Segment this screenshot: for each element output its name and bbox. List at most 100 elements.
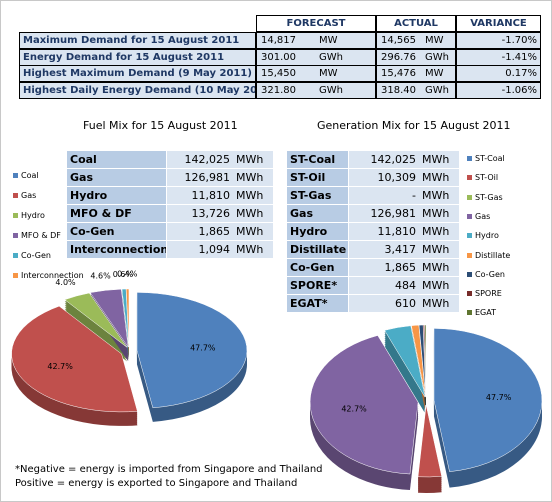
pie-value-label: 47.7% (190, 343, 216, 352)
legend-label: Hydro (475, 231, 499, 241)
mix-unit: MWh (419, 205, 459, 223)
mix-name: ST-Coal (287, 151, 349, 169)
section-title: Generation Mix for 15 August 2011 (317, 119, 511, 132)
actual-unit: MW (425, 35, 444, 46)
legend-swatch (467, 233, 472, 239)
actual-cell (376, 81, 456, 99)
footnote: *Negative = energy is imported from Sing… (15, 464, 323, 475)
mix-unit: MWh (233, 187, 273, 205)
pie-value-label: 47.7% (486, 393, 512, 402)
mix-value: 11,810 (167, 187, 233, 205)
pie-slice (125, 288, 130, 348)
legend-label: Distillate (475, 250, 511, 260)
legend-swatch (467, 175, 472, 181)
mix-name: Gas (67, 169, 167, 187)
legend-label: EGAT (475, 308, 496, 318)
mix-value: 3,417 (349, 241, 419, 259)
forecast-unit: GWh (319, 84, 343, 96)
mix-value: 610 (349, 295, 419, 313)
mix-unit: MWh (233, 169, 273, 187)
mix-unit: MWh (419, 241, 459, 259)
table-header: ACTUAL (376, 15, 456, 32)
legend-swatch (467, 156, 472, 161)
forecast-unit: MW (319, 35, 338, 46)
mix-name: ST-Gas (287, 187, 349, 205)
mix-unit: MWh (419, 295, 459, 313)
mix-value: 126,981 (349, 205, 419, 223)
mix-unit: MWh (419, 151, 459, 169)
row-label: Highest Daily Energy Demand (10 May 2011… (19, 81, 256, 99)
pie-slice (424, 324, 427, 398)
legend-swatch (13, 233, 18, 238)
mix-value: 126,981 (167, 169, 233, 187)
legend-swatch (467, 271, 472, 277)
variance-value: -1.41% (456, 48, 541, 66)
legend-swatch (467, 252, 472, 258)
mix-unit: MWh (419, 259, 459, 277)
mix-value: 1,865 (167, 223, 233, 241)
forecast-cell (256, 81, 376, 99)
mix-value: 142,025 (349, 151, 419, 169)
table-header: VARIANCE (456, 15, 541, 32)
forecast-unit: GWh (319, 51, 343, 63)
table-header: FORECAST (256, 15, 376, 32)
mix-unit: MWh (419, 187, 459, 205)
mix-unit: MWh (233, 223, 273, 241)
pie-value-label: 4.6% (90, 271, 111, 280)
row-label: Maximum Demand for 15 August 2011 (19, 32, 256, 49)
pie-slice (136, 292, 248, 409)
legend-swatch (467, 310, 472, 316)
pie-slice (309, 335, 419, 475)
mix-unit: MWh (233, 151, 273, 169)
legend-swatch (13, 213, 18, 218)
mix-value: 1,094 (167, 241, 233, 259)
mix-name: Interconnection* (67, 241, 167, 259)
pie-slice (433, 328, 543, 472)
footnote: Positive = energy is exported to Singapo… (15, 478, 298, 489)
mix-name: SPORE* (287, 277, 349, 295)
forecast-value: 14,817 (261, 35, 296, 46)
pie-slice (417, 404, 426, 477)
variance-value: -1.06% (456, 81, 541, 99)
mix-value: 13,726 (167, 205, 233, 223)
section-title: Fuel Mix for 15 August 2011 (83, 119, 238, 132)
mix-name: Coal (67, 151, 167, 169)
legend-label: SPORE (475, 289, 502, 299)
mix-unit: MWh (233, 241, 273, 259)
legend-swatch (467, 291, 472, 297)
legend-label: Hydro (21, 211, 45, 220)
pie-value-label: 42.7% (47, 362, 73, 371)
mix-name: ST-Oil (287, 169, 349, 187)
pie-slice (384, 325, 426, 398)
pie-value-label: 0.4% (117, 270, 138, 279)
mix-unit: MWh (233, 205, 273, 223)
legend-label: Co-Gen (21, 251, 51, 260)
legend-label: Gas (475, 211, 491, 221)
forecast-value: 15,450 (261, 68, 296, 79)
mix-value: 10,309 (349, 169, 419, 187)
mix-unit: MWh (419, 223, 459, 241)
actual-value: 15,476 (381, 68, 416, 79)
legend-label: ST-Coal (475, 154, 505, 163)
pie-slice (11, 305, 138, 413)
legend-swatch (13, 253, 18, 258)
forecast-unit: MW (319, 68, 338, 79)
row-label: Highest Maximum Demand (9 May 2011) (19, 65, 256, 82)
pie-value-label: 4.0% (55, 278, 76, 287)
legend-label: Gas (21, 191, 37, 200)
pie-slice (64, 292, 128, 348)
legend-swatch (13, 193, 18, 198)
mix-value: - (349, 187, 419, 205)
mix-name: Hydro (287, 223, 349, 241)
variance-value: -1.70% (456, 32, 541, 49)
mix-unit: MWh (419, 277, 459, 295)
mix-value: 484 (349, 277, 419, 295)
actual-unit: GWh (425, 51, 449, 63)
forecast-value: 321.80 (261, 84, 296, 96)
actual-value: 14,565 (381, 35, 416, 46)
pie-value-label: 0.6% (113, 270, 134, 279)
legend-swatch (13, 273, 18, 278)
mix-name: Gas (287, 205, 349, 223)
